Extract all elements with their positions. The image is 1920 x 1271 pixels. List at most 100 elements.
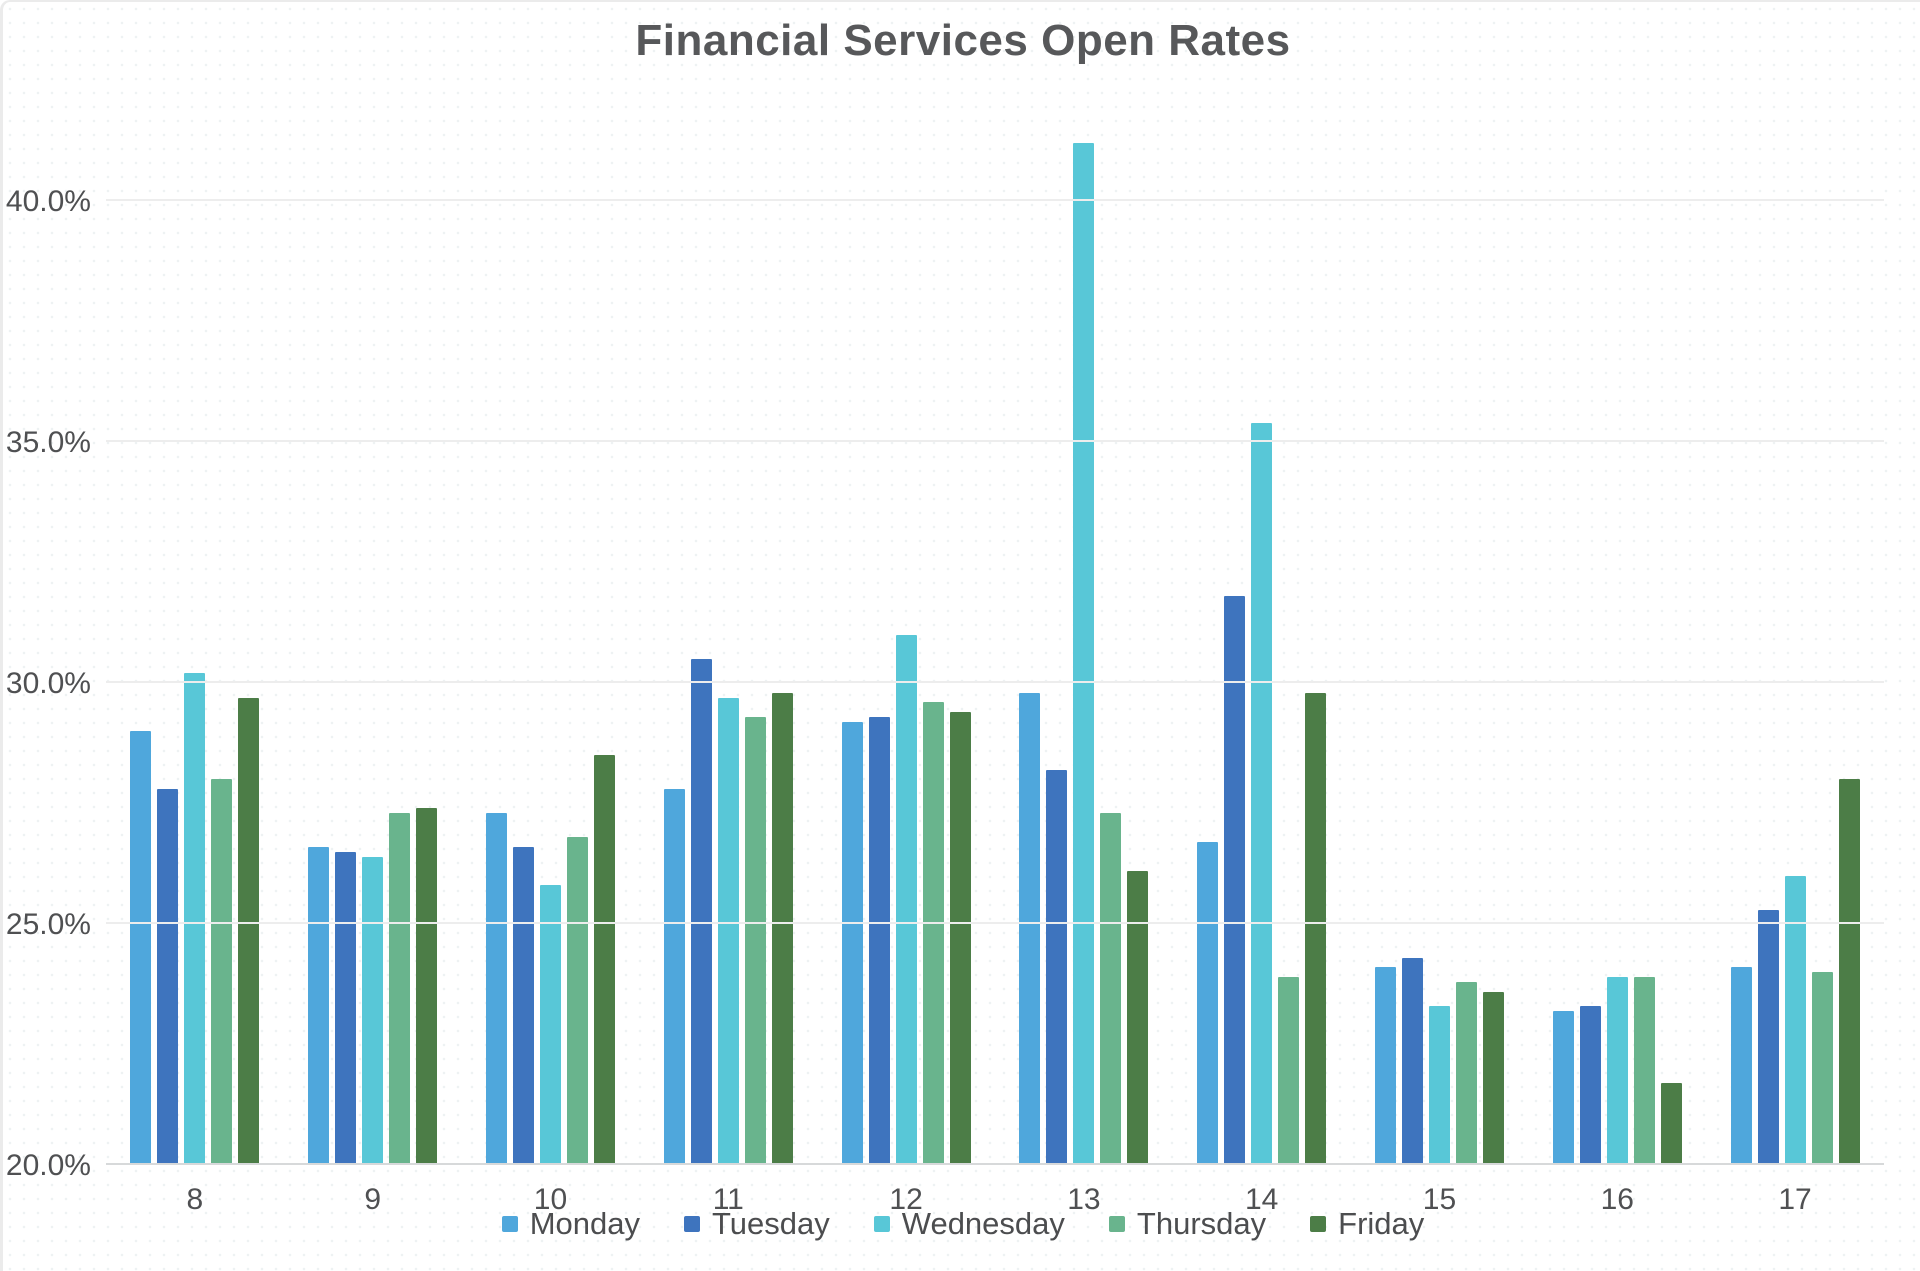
legend-swatch-icon [873,1216,890,1232]
y-axis-tick-label: 40.0% [5,185,91,218]
x-axis-tick-label: 14 [1244,1183,1279,1216]
bar-group-11: 11 [639,98,817,1216]
legend-label: Friday [1338,1206,1425,1241]
bar-group-12: 12 [817,98,995,1216]
plot-area: 8 9 10 11 12 13 14 15 16 17 [106,98,1884,1216]
bar-thursday-14[interactable] [1278,977,1300,1165]
bar-tuesday-17[interactable] [1757,909,1779,1165]
bar-thursday-10[interactable] [566,837,588,1165]
x-axis-tick-label: 9 [364,1183,382,1216]
bar-thursday-11[interactable] [744,716,766,1165]
gridline-30 [106,681,1884,683]
bar-monday-15[interactable] [1374,967,1396,1165]
bar-friday-9[interactable] [416,808,438,1165]
bar-wednesday-16[interactable] [1606,977,1628,1165]
bar-friday-8[interactable] [238,697,260,1165]
bar-monday-17[interactable] [1730,967,1752,1165]
x-axis-tick-label: 8 [186,1183,204,1216]
bar-wednesday-13[interactable] [1073,143,1095,1165]
gridline-40 [106,199,1884,201]
gridline-35 [106,440,1884,442]
legend-item-monday[interactable]: Monday [501,1206,640,1242]
bar-groups: 8 9 10 11 12 13 14 15 16 17 [106,98,1884,1216]
y-axis-tick-label: 30.0% [5,667,91,700]
bar-group-14: 14 [1173,98,1351,1216]
legend-swatch-icon [1310,1216,1327,1232]
bar-thursday-13[interactable] [1100,813,1122,1165]
bar-tuesday-12[interactable] [868,716,890,1165]
bar-group-10: 10 [462,98,640,1216]
legend-label: Thursday [1136,1206,1267,1241]
legend-item-thursday[interactable]: Thursday [1108,1206,1267,1242]
legend-label: Tuesday [712,1206,830,1241]
x-axis-tick-label: 11 [712,1183,744,1216]
bar-thursday-16[interactable] [1633,977,1655,1165]
bar-wednesday-10[interactable] [539,885,561,1165]
bar-monday-8[interactable] [130,731,152,1165]
bar-wednesday-9[interactable] [362,856,384,1165]
bar-thursday-8[interactable] [211,779,233,1165]
bar-monday-13[interactable] [1019,692,1041,1165]
gridline-20 [106,1163,1884,1165]
bar-wednesday-17[interactable] [1784,875,1806,1165]
bar-friday-15[interactable] [1482,991,1504,1165]
legend-swatch-icon [684,1216,700,1232]
x-axis-tick-label: 16 [1600,1183,1634,1216]
bar-group-9: 9 [284,98,462,1216]
bar-tuesday-16[interactable] [1579,1005,1601,1165]
bar-friday-10[interactable] [593,755,615,1165]
bar-tuesday-15[interactable] [1401,957,1423,1165]
bar-friday-11[interactable] [771,692,793,1165]
bar-tuesday-11[interactable] [690,658,712,1165]
legend-swatch-icon [501,1216,518,1232]
y-axis-tick-label: 20.0% [5,1149,91,1182]
bar-wednesday-12[interactable] [895,634,917,1165]
x-axis-tick-label: 12 [889,1183,923,1216]
bar-friday-12[interactable] [949,711,971,1165]
legend-item-friday[interactable]: Friday [1310,1206,1424,1242]
bar-wednesday-8[interactable] [184,673,206,1165]
y-axis-tick-label: 25.0% [5,908,91,941]
x-axis-tick-label: 13 [1067,1183,1101,1216]
bar-wednesday-15[interactable] [1428,1005,1450,1165]
bar-friday-14[interactable] [1305,692,1327,1165]
x-axis-tick-label: 17 [1778,1183,1812,1216]
legend-swatch-icon [1108,1216,1125,1232]
legend-label: Wednesday [901,1206,1065,1241]
bar-group-16: 16 [1528,98,1706,1216]
bar-group-15: 15 [1351,98,1529,1216]
legend: Monday Tuesday Wednesday Thursday Friday [3,1206,1920,1242]
legend-item-tuesday[interactable]: Tuesday [684,1206,830,1242]
bar-group-17: 17 [1706,98,1884,1216]
bar-group-8: 8 [106,98,284,1216]
y-axis-tick-label: 35.0% [5,426,91,459]
bar-friday-13[interactable] [1127,871,1149,1165]
bar-tuesday-10[interactable] [512,846,534,1165]
x-axis-tick-label: 15 [1422,1183,1457,1216]
bar-monday-11[interactable] [663,789,685,1165]
bar-thursday-15[interactable] [1455,981,1477,1165]
bar-tuesday-8[interactable] [157,789,179,1165]
bar-thursday-12[interactable] [922,702,944,1165]
bar-friday-16[interactable] [1660,1083,1682,1165]
bar-thursday-17[interactable] [1811,972,1833,1165]
bar-friday-17[interactable] [1838,779,1860,1165]
bar-tuesday-13[interactable] [1046,769,1068,1165]
bar-wednesday-11[interactable] [717,697,739,1165]
bar-monday-9[interactable] [308,846,330,1165]
legend-label: Monday [529,1206,640,1241]
chart-title: Financial Services Open Rates [635,16,1291,65]
bar-wednesday-14[interactable] [1251,422,1273,1165]
bar-group-13: 13 [995,98,1173,1216]
bar-tuesday-14[interactable] [1224,596,1246,1165]
bar-thursday-9[interactable] [389,813,411,1165]
bar-monday-10[interactable] [485,813,507,1165]
bar-monday-16[interactable] [1552,1010,1574,1165]
legend-item-wednesday[interactable]: Wednesday [873,1206,1065,1242]
bar-tuesday-9[interactable] [335,851,357,1165]
bar-monday-14[interactable] [1197,842,1219,1165]
x-axis-tick-label: 10 [533,1183,568,1216]
gridline-25 [106,922,1884,924]
bar-monday-12[interactable] [841,721,863,1165]
